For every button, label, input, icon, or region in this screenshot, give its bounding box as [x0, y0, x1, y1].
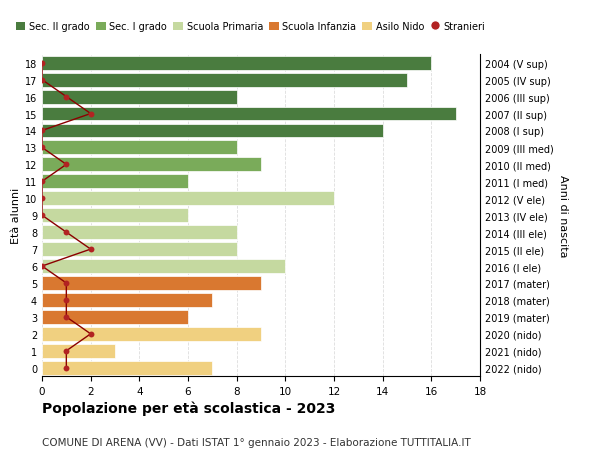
Bar: [42, 90, 236, 104]
Bar: [42, 124, 383, 138]
Point: [86, 330, 95, 338]
Bar: [42, 327, 261, 341]
Point: [37, 128, 47, 135]
Bar: [42, 243, 236, 257]
Point: [62, 229, 71, 236]
Legend: Sec. II grado, Sec. I grado, Scuola Primaria, Scuola Infanzia, Asilo Nido, Stran: Sec. II grado, Sec. I grado, Scuola Prim…: [12, 18, 490, 36]
Point: [62, 94, 71, 101]
Point: [62, 161, 71, 168]
Bar: [42, 344, 115, 358]
Point: [37, 77, 47, 84]
Bar: [42, 226, 236, 240]
Point: [37, 195, 47, 202]
Bar: [42, 158, 261, 172]
Bar: [42, 107, 455, 121]
Bar: [42, 361, 212, 375]
Point: [86, 111, 95, 118]
Point: [62, 347, 71, 355]
Bar: [42, 310, 188, 324]
Bar: [42, 141, 236, 155]
Bar: [42, 293, 212, 307]
Bar: [42, 259, 286, 274]
Point: [62, 297, 71, 304]
Text: Popolazione per età scolastica - 2023: Popolazione per età scolastica - 2023: [42, 401, 335, 415]
Point: [37, 60, 47, 67]
Bar: [42, 192, 334, 206]
Point: [37, 178, 47, 185]
Point: [37, 145, 47, 152]
Point: [86, 246, 95, 253]
Text: COMUNE DI ARENA (VV) - Dati ISTAT 1° gennaio 2023 - Elaborazione TUTTITALIA.IT: COMUNE DI ARENA (VV) - Dati ISTAT 1° gen…: [42, 437, 471, 448]
Y-axis label: Età alunni: Età alunni: [11, 188, 20, 244]
Point: [37, 263, 47, 270]
Bar: [42, 209, 188, 223]
Point: [37, 212, 47, 219]
Point: [62, 364, 71, 372]
Bar: [42, 56, 431, 71]
Point: [62, 313, 71, 321]
Bar: [42, 73, 407, 87]
Bar: [42, 175, 188, 189]
Point: [62, 280, 71, 287]
Y-axis label: Anni di nascita: Anni di nascita: [557, 174, 568, 257]
Bar: [42, 276, 261, 290]
